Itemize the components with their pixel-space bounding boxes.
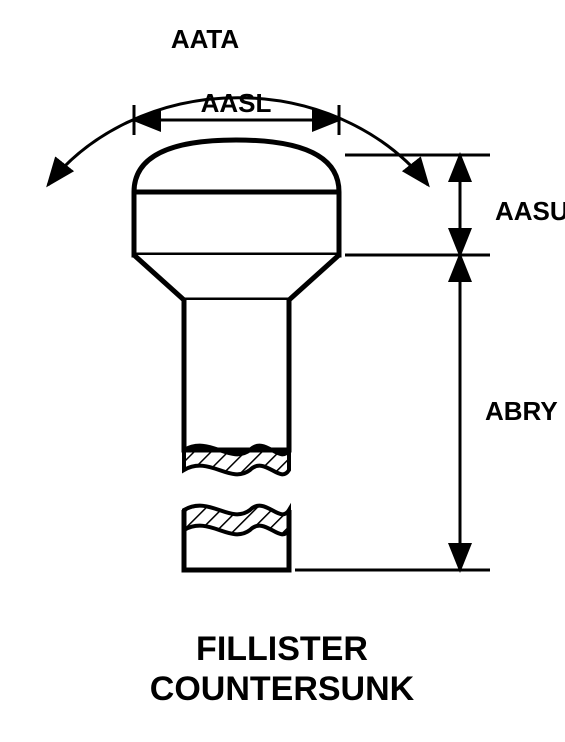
fastener-shape — [134, 140, 339, 570]
taper-section — [134, 255, 339, 300]
aasu-dimension: AASU — [345, 155, 565, 255]
title-line-1: FILLISTER — [196, 630, 368, 668]
aata-label: AATA — [171, 24, 240, 54]
dome-top — [134, 140, 339, 192]
head-cylinder — [134, 192, 339, 255]
title-line-2: COUNTERSUNK — [150, 670, 415, 708]
aasl-label: AASL — [201, 88, 272, 118]
diagram-svg: AATA AASL AASU ABRY FILLISTER COUNTERSUN… — [0, 0, 565, 742]
abry-dimension: ABRY — [295, 255, 558, 570]
abry-label: ABRY — [485, 396, 558, 426]
diagram-container: AATA AASL AASU ABRY FILLISTER COUNTERSUN… — [0, 0, 565, 742]
shaft-upper — [184, 300, 289, 450]
aasl-dimension: AASL — [134, 88, 339, 135]
aasu-label: AASU — [495, 196, 565, 226]
